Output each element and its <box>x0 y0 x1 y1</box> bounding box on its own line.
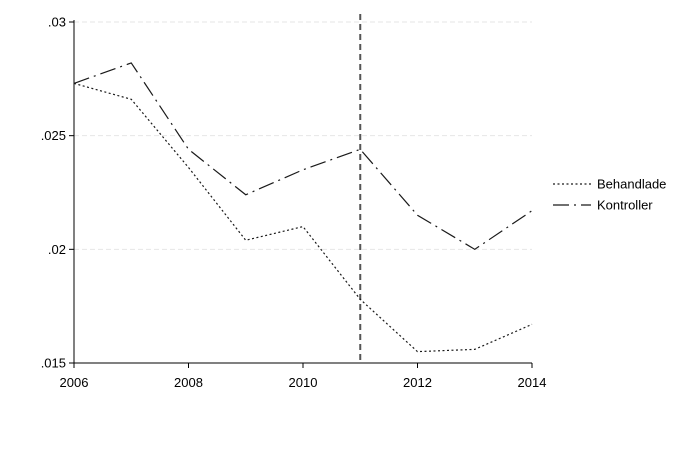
series-group <box>73 62 533 353</box>
y-axis-ticks: .015 .02 .025 .03 <box>41 15 74 371</box>
x-tick-label: 2008 <box>174 375 203 390</box>
gridlines <box>74 21 532 364</box>
y-tick-label: .03 <box>48 15 66 30</box>
y-tick-label: .025 <box>41 128 66 143</box>
y-tick-label: .02 <box>48 242 66 257</box>
x-axis-ticks: 2006 2008 2010 2012 2014 <box>60 363 547 390</box>
x-tick-label: 2006 <box>60 375 89 390</box>
series-line-kontroller <box>73 62 533 251</box>
x-tick-label: 2012 <box>403 375 432 390</box>
legend: Behandlade Kontroller <box>553 177 666 213</box>
legend-label-behandlade: Behandlade <box>597 177 666 192</box>
series-line-behandlade <box>73 82 533 353</box>
legend-label-kontroller: Kontroller <box>597 198 653 213</box>
x-tick-label: 2014 <box>518 375 547 390</box>
x-tick-label: 2010 <box>289 375 318 390</box>
y-tick-label: .015 <box>41 356 66 371</box>
